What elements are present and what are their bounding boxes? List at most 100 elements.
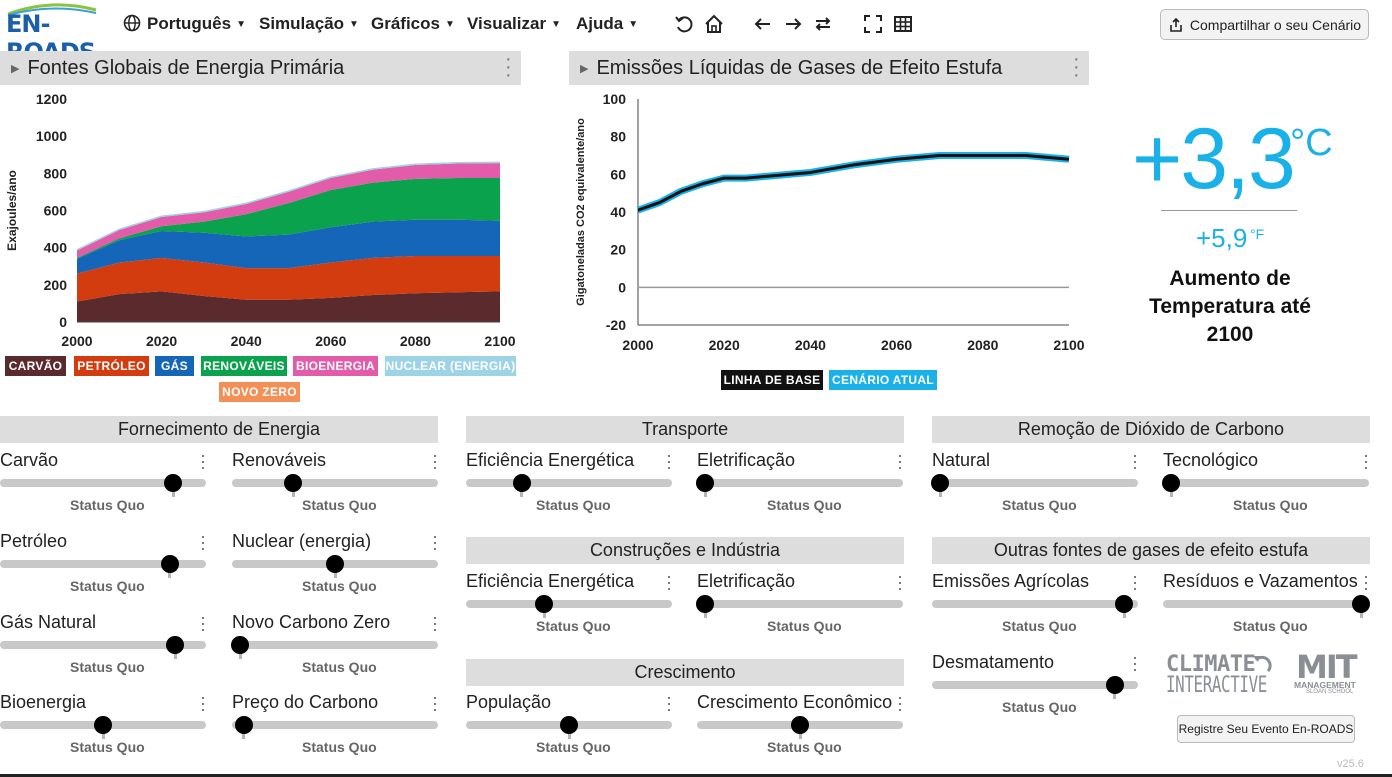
- slider-handle[interactable]: [326, 555, 344, 573]
- slider-handle[interactable]: [231, 636, 249, 654]
- slider-handle[interactable]: [284, 474, 303, 492]
- slider-handle[interactable]: [560, 716, 578, 734]
- slider-status: Status Quo: [70, 659, 145, 675]
- slider-track[interactable]: [1163, 479, 1369, 487]
- area-series-3: [77, 177, 500, 259]
- slider-track[interactable]: [466, 600, 672, 608]
- legend-chip[interactable]: CENÁRIO ATUAL: [829, 370, 937, 390]
- slider-handle[interactable]: [535, 595, 554, 613]
- expand-triangle-icon[interactable]: ▶: [580, 62, 589, 75]
- mit-sloan-logo[interactable]: MIT MANAGEMENT SLOAN SCHOOL: [1292, 648, 1372, 696]
- slider-track[interactable]: [697, 479, 903, 487]
- slider-label: Tecnológico: [1163, 450, 1259, 470]
- slider-track[interactable]: [0, 560, 206, 568]
- menu-language[interactable]: Português ▼: [123, 14, 246, 34]
- slider-track[interactable]: [932, 600, 1138, 608]
- legend-chip[interactable]: NUCLEAR (ENERGIA): [385, 356, 516, 376]
- legend-chip[interactable]: BIOENERGIA: [293, 356, 378, 376]
- legend-chip[interactable]: PETRÓLEO: [74, 356, 149, 376]
- more-options-icon[interactable]: · · ·: [505, 48, 512, 86]
- slider-default-tick: [173, 649, 177, 659]
- arrow-left-icon[interactable]: [752, 13, 774, 35]
- slider-label: Petróleo: [0, 531, 68, 551]
- slider-track[interactable]: [697, 600, 903, 608]
- slider-label: Emissões Agrícolas: [932, 571, 1090, 591]
- undo-icon[interactable]: [673, 13, 695, 35]
- expand-triangle-icon[interactable]: ▶: [11, 62, 20, 75]
- slider-handle[interactable]: [696, 474, 714, 492]
- arrow-right-icon[interactable]: [782, 13, 804, 35]
- menu-graphs[interactable]: Gráficos ▼: [371, 14, 455, 34]
- slider-handle[interactable]: [234, 716, 253, 734]
- more-options-icon[interactable]: · · ·: [1363, 445, 1369, 477]
- swap-icon[interactable]: [812, 13, 834, 35]
- slider-label: Desmatamento: [932, 652, 1055, 672]
- slider-track[interactable]: [232, 721, 438, 729]
- menu-view[interactable]: Visualizar ▼: [467, 14, 561, 34]
- more-options-icon[interactable]: · · ·: [200, 687, 206, 719]
- more-options-icon[interactable]: · · ·: [1073, 48, 1080, 86]
- more-options-icon[interactable]: · · ·: [666, 687, 672, 719]
- more-options-icon[interactable]: · · ·: [200, 607, 206, 639]
- slider-status: Status Quo: [1002, 618, 1077, 634]
- share-scenario-button[interactable]: Compartilhar o seu Cenário: [1160, 9, 1369, 40]
- x-tick-label: 2040: [795, 337, 826, 353]
- en-roads-logo[interactable]: EN-ROADS: [6, 2, 98, 66]
- more-options-icon[interactable]: · · ·: [200, 445, 206, 477]
- legend-chip[interactable]: RENOVÁVEIS: [201, 356, 287, 376]
- more-options-icon[interactable]: · · ·: [1132, 445, 1138, 477]
- menu-simulation[interactable]: Simulação ▼: [259, 14, 359, 34]
- more-options-icon[interactable]: · · ·: [897, 687, 903, 719]
- more-options-icon[interactable]: · · ·: [897, 445, 903, 477]
- slider-handle[interactable]: [696, 595, 714, 613]
- slider-track[interactable]: [232, 479, 438, 487]
- fullscreen-icon[interactable]: [862, 13, 884, 35]
- more-options-icon[interactable]: · · ·: [1132, 566, 1138, 598]
- climate-interactive-logo[interactable]: CLIMATE INTERACTIVE: [1166, 652, 1278, 698]
- more-options-icon[interactable]: · · ·: [897, 566, 903, 598]
- slider-track[interactable]: [0, 641, 206, 649]
- more-options-icon[interactable]: · · ·: [1363, 566, 1369, 598]
- slider-track[interactable]: [232, 641, 438, 649]
- table-icon[interactable]: [892, 13, 914, 35]
- slider-status: Status Quo: [1002, 497, 1077, 513]
- more-options-icon[interactable]: · · ·: [432, 445, 438, 477]
- slider-label: Natural: [932, 450, 991, 470]
- more-options-icon[interactable]: · · ·: [432, 687, 438, 719]
- slider-handle[interactable]: [1105, 676, 1124, 694]
- legend-chip[interactable]: GÁS: [155, 356, 194, 376]
- slider-default-tick: [101, 729, 105, 739]
- slider-handle[interactable]: [166, 636, 185, 654]
- register-event-button[interactable]: Registre Seu Evento En-ROADS: [1177, 715, 1355, 743]
- menu-help[interactable]: Ajuda ▼: [576, 14, 638, 34]
- slider-handle[interactable]: [1162, 474, 1180, 492]
- slider-handle[interactable]: [1115, 595, 1134, 613]
- slider-track[interactable]: [466, 479, 672, 487]
- chevron-down-icon: ▼: [349, 19, 359, 30]
- section-header: Crescimento: [466, 659, 904, 686]
- more-options-icon[interactable]: · · ·: [666, 566, 672, 598]
- legend-chip[interactable]: CARVÃO: [5, 356, 66, 376]
- slider-handle[interactable]: [791, 716, 809, 734]
- slider-track[interactable]: [0, 479, 206, 487]
- home-icon[interactable]: [703, 13, 725, 35]
- more-options-icon[interactable]: · · ·: [432, 607, 438, 639]
- chart-energy-header[interactable]: ▶ Fontes Globais de Energia Primária · · ·: [0, 48, 521, 86]
- slider-track[interactable]: [932, 479, 1138, 487]
- slider-handle[interactable]: [931, 474, 949, 492]
- slider-track[interactable]: [1163, 600, 1369, 608]
- legend-chip[interactable]: LINHA DE BASE: [721, 370, 823, 390]
- slider-handle[interactable]: [164, 474, 183, 492]
- more-options-icon[interactable]: · · ·: [1132, 647, 1138, 679]
- chart-emissions-header[interactable]: ▶ Emissões Líquidas de Gases de Efeito E…: [569, 48, 1089, 86]
- more-options-icon[interactable]: · · ·: [666, 445, 672, 477]
- slider-handle[interactable]: [160, 555, 179, 573]
- slider-handle[interactable]: [1352, 595, 1370, 613]
- more-options-icon[interactable]: · · ·: [432, 526, 438, 558]
- slider-handle[interactable]: [94, 716, 112, 734]
- slider-track[interactable]: [932, 681, 1138, 689]
- slider-handle[interactable]: [512, 474, 531, 492]
- slider-status: Status Quo: [767, 618, 842, 634]
- legend-chip[interactable]: NOVO ZERO: [219, 382, 300, 402]
- more-options-icon[interactable]: · · ·: [200, 526, 206, 558]
